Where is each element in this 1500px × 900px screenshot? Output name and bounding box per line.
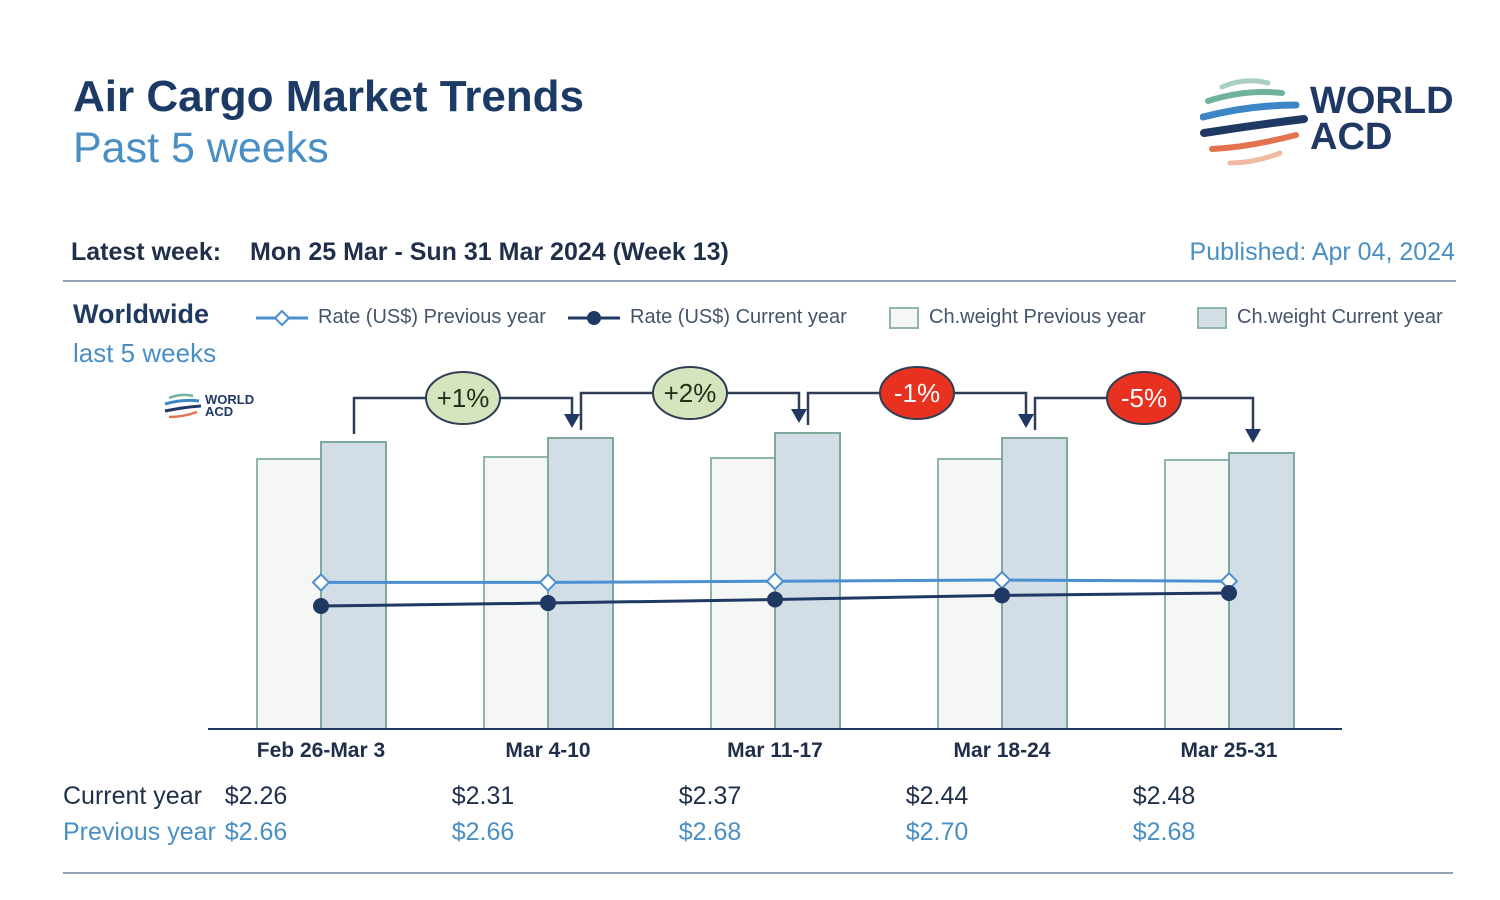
page-subtitle: Past 5 weeks xyxy=(73,124,329,172)
region-title: Worldwide xyxy=(73,299,210,329)
arrow-down-icon xyxy=(791,409,807,423)
x-tick-label: Mar 11-17 xyxy=(727,739,823,762)
page-title: Air Cargo Market Trends xyxy=(73,72,585,121)
rate-current-value: $2.26 xyxy=(224,782,288,810)
rate-current-value: $2.31 xyxy=(451,782,515,810)
watermark-word-world: WORLD xyxy=(205,392,255,407)
logo-text: WORLD ACD xyxy=(1310,80,1454,158)
rate-previous-value: $2.68 xyxy=(1132,818,1196,846)
line-dot-icon xyxy=(568,310,620,325)
bar-swatch-light-icon xyxy=(889,306,919,329)
globe-logo-icon xyxy=(1199,78,1308,166)
change-label: +1% xyxy=(437,383,490,413)
globe-logo-small-icon xyxy=(164,393,202,419)
change-badge xyxy=(652,366,728,420)
header-divider xyxy=(63,280,1456,282)
world-acd-logo: WORLD ACD xyxy=(1199,75,1460,180)
rate-previous-value: $2.70 xyxy=(905,818,969,846)
x-tick-label: Feb 26-Mar 3 xyxy=(256,739,386,762)
logo-word-world: WORLD xyxy=(1310,80,1454,122)
change-badge xyxy=(1106,371,1182,425)
previous-year-row-label: Previous year xyxy=(63,818,216,846)
legend-weight-prev: Ch.weight Previous year xyxy=(889,306,1146,329)
x-tick-label: Mar 25-31 xyxy=(1180,739,1278,762)
rate-current-value: $2.37 xyxy=(678,782,742,810)
legend-weight-cur: Ch.weight Current year xyxy=(1197,306,1443,329)
rate-previous-value: $2.68 xyxy=(678,818,742,846)
rate-previous-value: $2.66 xyxy=(224,818,288,846)
line-diamond-icon xyxy=(256,309,308,326)
region-subtitle: last 5 weeks xyxy=(73,338,217,368)
point-rate-cur xyxy=(313,598,329,614)
bar-chweight-prev xyxy=(937,458,1003,730)
rate-previous-value: $2.66 xyxy=(451,818,515,846)
bar-chweight-prev xyxy=(256,458,322,730)
watermark-logo: WORLD ACD xyxy=(163,392,254,429)
bar-chweight-cur xyxy=(1001,437,1068,730)
arrow-down-icon xyxy=(1245,429,1261,443)
bar-chweight-prev xyxy=(483,456,549,730)
change-badge xyxy=(879,366,955,420)
legend-rate-prev: Rate (US$) Previous year xyxy=(256,306,546,329)
footer-divider xyxy=(63,872,1453,874)
point-rate-cur xyxy=(994,587,1010,604)
change-badge xyxy=(425,371,501,425)
legend-rate-cur: Rate (US$) Current year xyxy=(568,306,847,329)
rate-current-value: $2.44 xyxy=(905,782,969,810)
published-date: Published: Apr 04, 2024 xyxy=(1189,238,1455,266)
arrow-down-icon xyxy=(1018,414,1034,428)
change-label: +2% xyxy=(664,378,717,408)
legend-label: Rate (US$) Current year xyxy=(630,306,847,328)
bar-chweight-cur xyxy=(1228,452,1295,730)
point-rate-cur xyxy=(767,591,783,608)
point-rate-cur xyxy=(540,595,556,612)
point-rate-prev xyxy=(311,572,331,592)
change-label: -5% xyxy=(1121,383,1167,413)
change-label: -1% xyxy=(894,378,940,408)
bar-chweight-prev xyxy=(710,457,776,730)
point-rate-cur xyxy=(1221,585,1237,602)
point-rate-prev xyxy=(765,571,785,591)
legend-label: Ch.weight Previous year xyxy=(929,306,1146,328)
point-rate-prev xyxy=(538,572,558,592)
current-year-row-label: Current year xyxy=(63,782,202,810)
x-tick-label: Mar 18-24 xyxy=(953,739,1051,762)
bar-swatch-dark-icon xyxy=(1197,306,1227,329)
latest-week-label: Latest week: xyxy=(71,238,222,266)
bar-chweight-cur xyxy=(320,441,387,730)
latest-week-value: Mon 25 Mar - Sun 31 Mar 2024 (Week 13) xyxy=(250,238,729,266)
legend-label: Rate (US$) Previous year xyxy=(318,306,546,328)
x-tick-label: Mar 4-10 xyxy=(505,739,591,762)
watermark-word-acd: ACD xyxy=(205,404,234,419)
arrow-down-icon xyxy=(564,414,580,428)
logo-word-acd: ACD xyxy=(1310,116,1393,158)
legend-label: Ch.weight Current year xyxy=(1237,306,1443,328)
rate-current-value: $2.48 xyxy=(1132,782,1196,810)
